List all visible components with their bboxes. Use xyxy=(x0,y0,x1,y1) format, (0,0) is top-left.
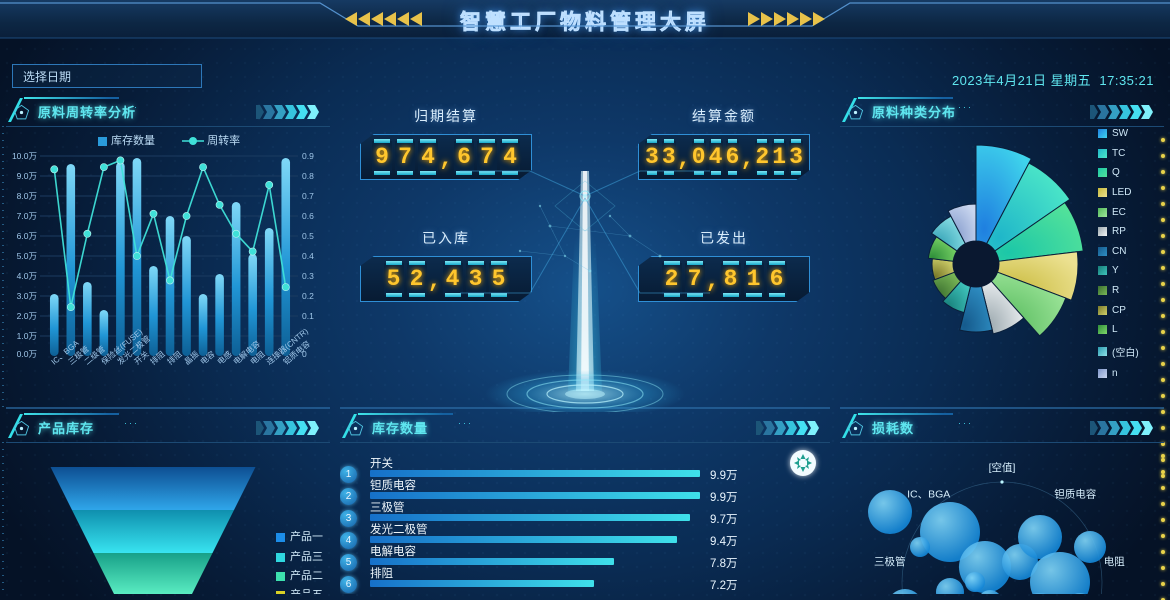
svg-text:钽质电容: 钽质电容 xyxy=(1054,487,1096,500)
svg-text:0.4: 0.4 xyxy=(302,251,314,261)
svg-text:5.0万: 5.0万 xyxy=(17,251,37,261)
svg-text:1.0万: 1.0万 xyxy=(17,331,37,341)
svg-text:0.7: 0.7 xyxy=(302,191,314,201)
svg-text:0.8: 0.8 xyxy=(302,171,314,181)
svg-text:0.3: 0.3 xyxy=(302,271,314,281)
svg-text:2.0万: 2.0万 xyxy=(17,311,37,321)
svg-text:[空值]: [空值] xyxy=(989,461,1016,474)
svg-text:6.0万: 6.0万 xyxy=(17,231,37,241)
svg-text:0.9: 0.9 xyxy=(302,151,314,161)
svg-text:0.1: 0.1 xyxy=(302,311,314,321)
svg-text:0.2: 0.2 xyxy=(302,291,314,301)
svg-text:7.0万: 7.0万 xyxy=(17,211,37,221)
svg-text:0.5: 0.5 xyxy=(302,231,314,241)
svg-text:3.0万: 3.0万 xyxy=(17,291,37,301)
svg-text:9.0万: 9.0万 xyxy=(17,171,37,181)
svg-text:10.0万: 10.0万 xyxy=(12,151,37,161)
svg-text:0.6: 0.6 xyxy=(302,211,314,221)
svg-text:电阻: 电阻 xyxy=(1104,555,1126,568)
svg-text:4.0万: 4.0万 xyxy=(17,271,37,281)
svg-text:8.0万: 8.0万 xyxy=(17,191,37,201)
svg-text:IC、BGA: IC、BGA xyxy=(907,488,950,500)
svg-text:三极管: 三极管 xyxy=(874,555,906,568)
